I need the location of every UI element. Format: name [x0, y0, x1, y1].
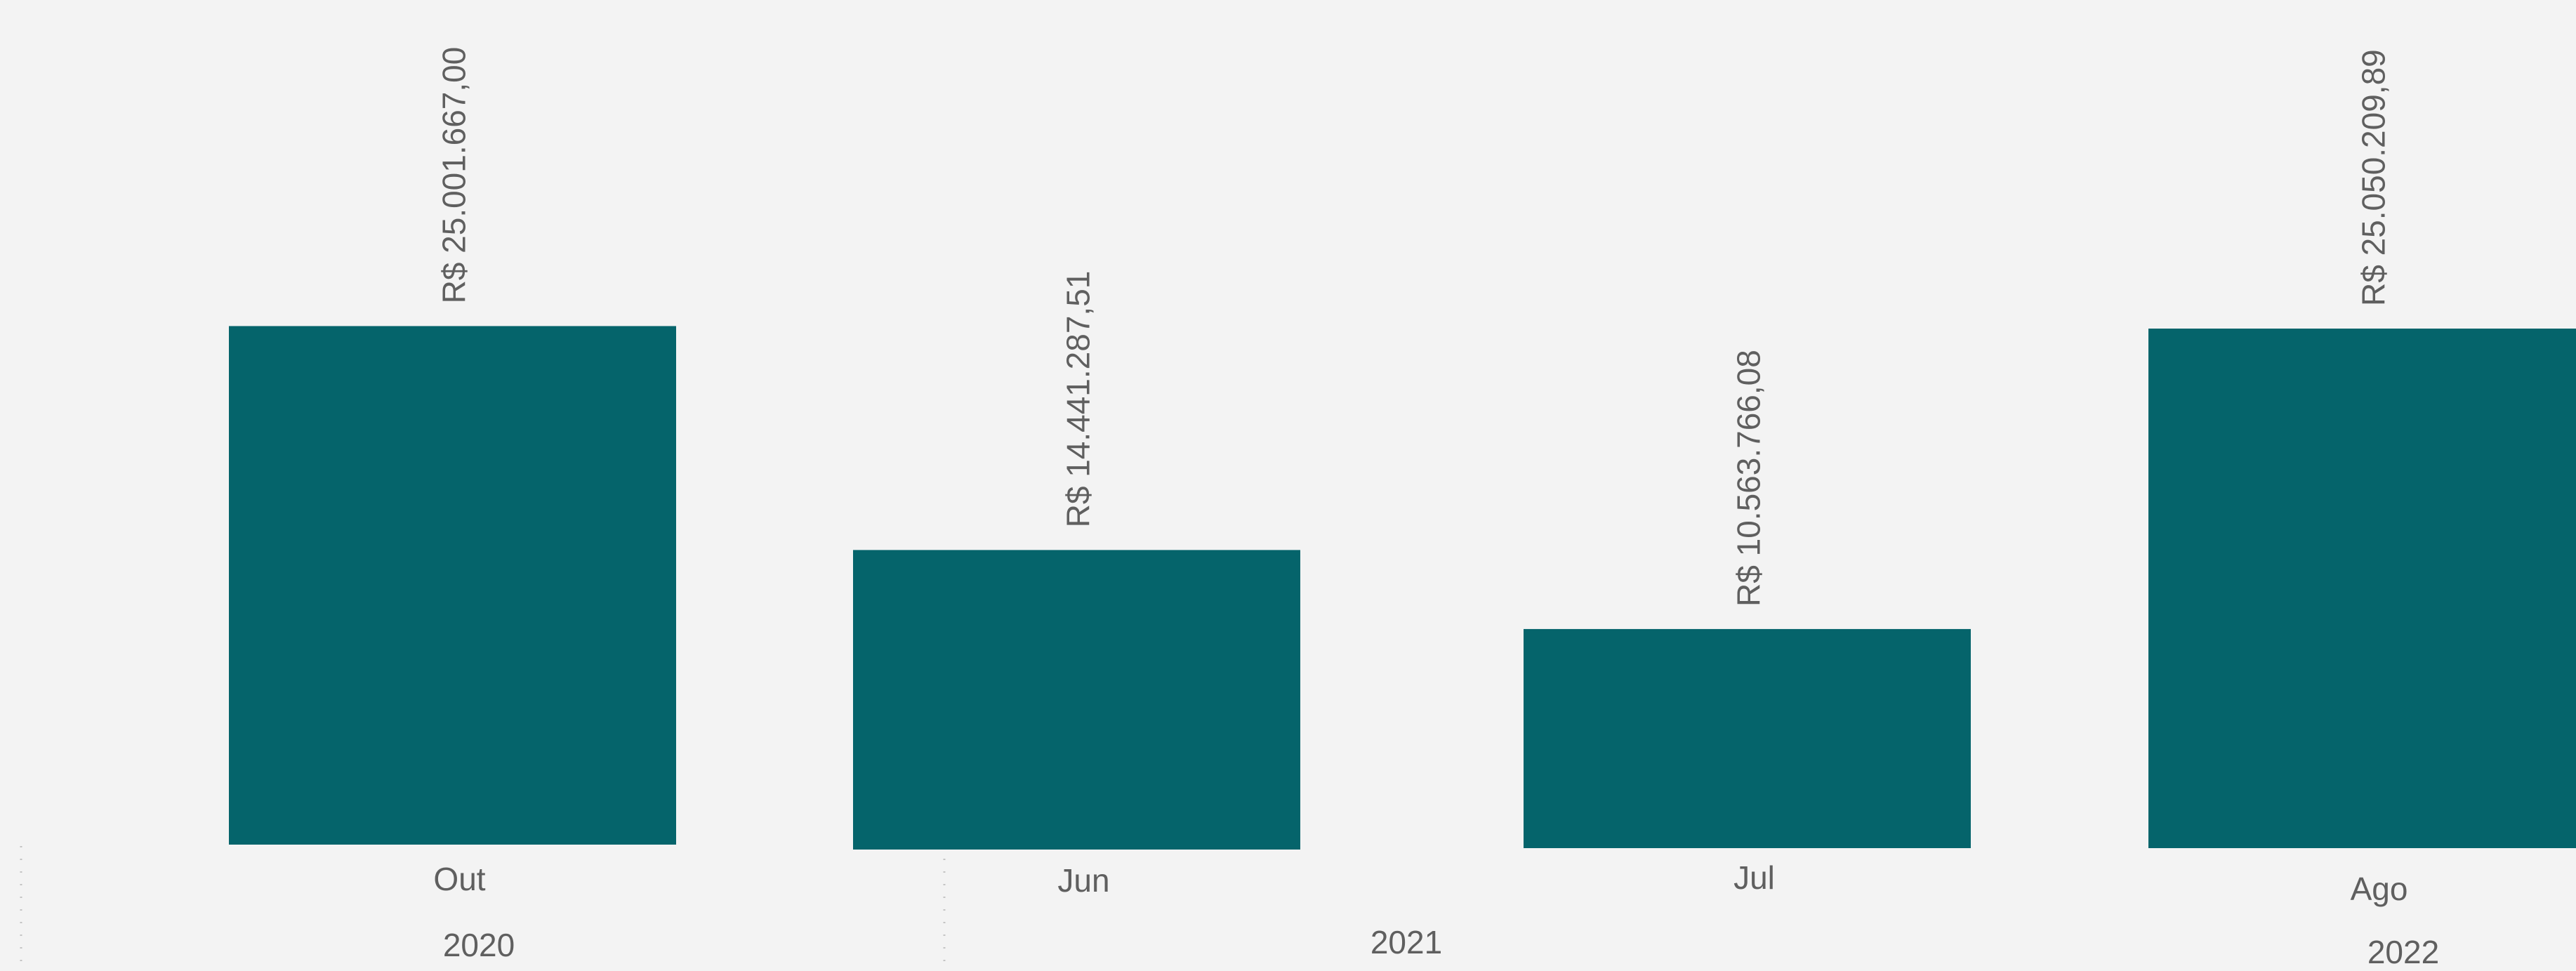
year-label-2020: 2020 — [443, 927, 515, 963]
year-separators — [20, 846, 946, 967]
bar-out[interactable] — [229, 326, 676, 845]
data-label-ago: R$ 25.050.209,89 — [2356, 49, 2392, 306]
data-label-jul: R$ 10.563.766,08 — [1731, 350, 1767, 607]
x-tick-label-jul: Jul — [1733, 859, 1775, 896]
x-axis-month-labels: Out Jun Jul Ago — [433, 859, 2407, 907]
year-label-2021: 2021 — [1370, 924, 1442, 960]
bar-jun[interactable] — [853, 550, 1300, 850]
x-axis-year-labels: 2020 2021 2022 — [443, 924, 2439, 970]
data-label-jun: R$ 14.441.287,51 — [1060, 271, 1097, 528]
bars-group — [229, 326, 2576, 850]
bar-ago[interactable] — [2148, 329, 2576, 848]
x-tick-label-out: Out — [433, 861, 485, 897]
x-tick-label-ago: Ago — [2351, 871, 2408, 907]
data-label-out: R$ 25.001.667,00 — [436, 47, 473, 304]
year-label-2022: 2022 — [2367, 934, 2439, 967]
x-tick-label-jun: Jun — [1057, 862, 1109, 899]
data-labels-group: R$ 25.001.667,00 R$ 14.441.287,51 R$ 10.56… — [436, 47, 2392, 607]
bar-jul[interactable] — [1524, 628, 1971, 848]
